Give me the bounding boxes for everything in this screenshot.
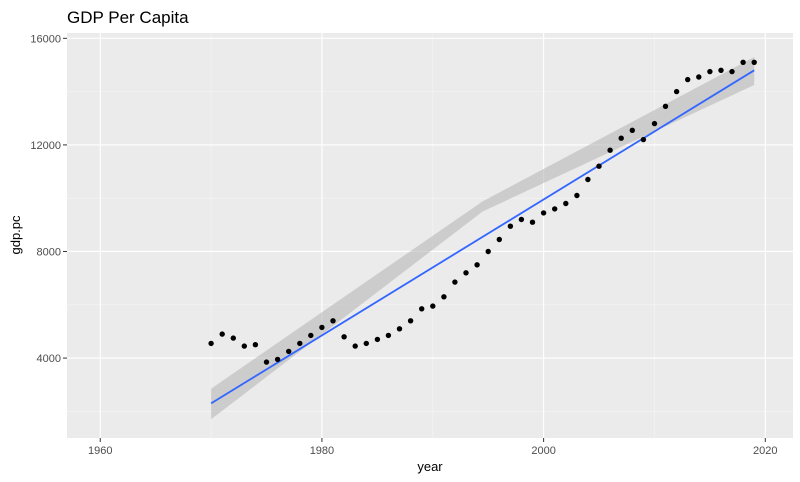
data-point [396, 326, 403, 332]
data-point [430, 303, 436, 309]
data-point [274, 356, 281, 363]
x-tick-label: 2000 [531, 445, 555, 457]
x-axis: 1960 1980 2000 2020 [88, 438, 778, 457]
data-point [474, 262, 480, 268]
y-axis-title: gdp.pc [8, 215, 23, 255]
data-point [596, 163, 602, 169]
data-point [529, 219, 536, 225]
data-point [319, 324, 325, 331]
data-point [385, 332, 392, 339]
y-tick-label: 12000 [30, 140, 61, 152]
data-point [607, 147, 613, 153]
data-point [252, 342, 259, 348]
data-point [673, 88, 680, 95]
data-point [463, 270, 469, 276]
data-point [374, 336, 381, 343]
data-point [452, 279, 458, 285]
y-axis: 4000 8000 12000 16000 [30, 33, 67, 365]
minor-gridlines [67, 33, 793, 438]
data-point [729, 68, 735, 75]
data-point [507, 223, 514, 229]
data-point [662, 103, 669, 110]
x-tick-label: 1960 [88, 445, 112, 457]
data-point [407, 318, 414, 324]
chart-title: GDP Per Capita [67, 8, 189, 27]
x-tick-label: 1980 [310, 445, 334, 457]
data-point [363, 340, 369, 347]
data-point [707, 68, 713, 75]
data-point [208, 340, 214, 347]
data-point [241, 343, 247, 349]
data-point [640, 136, 647, 143]
plot-panel [67, 33, 793, 438]
data-point [352, 343, 358, 349]
data-point [308, 332, 314, 339]
confidence-band [211, 57, 755, 420]
data-point [341, 334, 347, 340]
data-point [563, 200, 569, 207]
data-point [263, 359, 270, 365]
data-point [485, 248, 491, 255]
data-point [419, 306, 425, 312]
data-point [230, 335, 236, 341]
regression-line [210, 69, 755, 405]
data-point [286, 348, 292, 355]
x-axis-title: year [417, 459, 443, 474]
y-tick-label: 4000 [37, 353, 61, 365]
x-tick-label: 2020 [753, 445, 777, 457]
data-point [651, 120, 658, 127]
data-point [574, 192, 580, 199]
data-point [540, 210, 547, 216]
data-point [297, 340, 303, 347]
data-point [585, 176, 591, 183]
data-point [518, 216, 525, 223]
data-point [685, 76, 691, 83]
data-point [618, 135, 624, 141]
data-point [629, 127, 635, 133]
data-point [696, 74, 702, 80]
data-point [441, 294, 447, 300]
data-point [496, 236, 502, 243]
data-point [740, 59, 746, 65]
data-point [330, 318, 336, 324]
data-point [219, 331, 225, 337]
data-point [718, 67, 724, 74]
data-point [751, 59, 757, 65]
data-point [552, 206, 558, 212]
y-tick-label: 8000 [37, 246, 61, 258]
y-tick-label: 16000 [30, 33, 61, 45]
data-points [208, 59, 757, 365]
